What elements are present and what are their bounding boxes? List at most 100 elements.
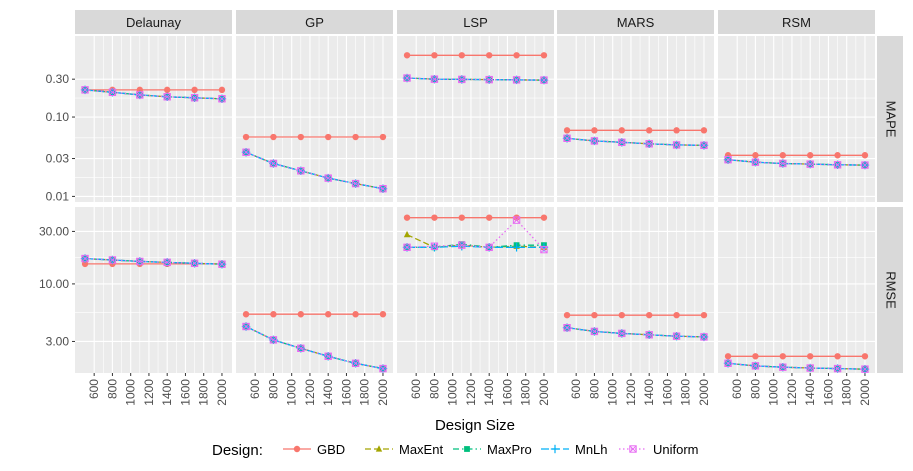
data-point-gbd [591,311,598,319]
panel-gp-rmse [241,311,388,373]
data-point-gbd [779,152,787,159]
series-line-uniform [245,325,384,370]
legend: Design: GBD MaxEnt MaxPro MnLh Uniform [212,441,699,459]
marker-stroke [513,76,521,84]
data-point-gbd [563,127,571,134]
panel-gp-mape [241,133,388,193]
data-point-uniform [242,148,250,156]
panel-lsp-rmse [402,214,549,254]
column-strip [236,10,393,34]
marker-stroke [563,324,571,332]
marker-stroke [379,185,387,193]
data-point-gbd [352,311,359,318]
data-point-gbd [403,52,411,59]
x-tick-label: 1200 [464,379,478,406]
panel-mars-mape [562,127,709,150]
data-point-gbd [618,311,626,319]
legend-label: GBD [317,442,345,457]
marker-stroke [834,161,842,169]
marker-stroke [645,140,653,148]
series-line-uniform [406,77,545,81]
legend-entry-maxent: MaxEnt [364,441,443,457]
marker-stroke [540,76,548,84]
data-point-uniform [512,76,521,84]
panel-delaunay-rmse [80,254,227,269]
data-point-uniform [430,242,439,250]
data-point-gbd [379,311,387,318]
y-tick-label: 0.03 [46,152,70,166]
marker-stroke [563,323,571,332]
data-point-uniform [806,364,814,372]
marker-stroke [242,148,250,156]
data-point-gbd [458,214,466,221]
column-strip-label: LSP [463,15,488,30]
data-point-uniform [297,344,305,352]
marker-stroke [430,75,439,83]
data-point-uniform [81,254,89,263]
panel-background [236,36,393,202]
marker-stroke [861,161,869,169]
marker-stroke [297,344,305,352]
data-point-gbd [724,353,732,360]
series-line-maxent [406,234,545,248]
data-point-uniform [351,359,360,367]
data-point-gbd [458,52,466,59]
marker-stroke [513,216,521,224]
data-point-gbd [191,86,198,94]
data-point-gbd [297,311,305,318]
data-point-gbd [700,311,708,319]
marker-stroke [700,141,708,149]
data-point-uniform [833,161,842,169]
column-strip-label: RSM [782,15,811,30]
x-tick-label: 1200 [303,379,317,406]
data-point-uniform [590,327,599,336]
y-tick-label: 10.00 [39,277,69,291]
data-point-gbd [81,260,89,268]
data-point-uniform [324,352,332,360]
column-strip-label: MARS [617,15,655,30]
marker-stroke [806,160,814,168]
data-point-uniform [269,336,278,344]
marker-stroke [136,91,144,99]
legend-label: Uniform [653,442,699,457]
series-line-uniform [727,362,866,370]
marker-stroke [403,74,411,82]
marker-stroke [218,260,226,268]
legend-entry-mnlh: MnLh [540,441,608,457]
series-line-uniform [245,151,384,190]
marker-stroke [834,365,842,373]
row-strip-label: MAPE [884,101,899,138]
x-tick-label: 1200 [785,379,799,406]
marker-stroke [861,365,869,373]
marker-stroke [351,179,360,188]
data-point-uniform [645,331,653,339]
marker-stroke [352,359,360,367]
marker-stroke [512,76,521,84]
marker-stroke [672,141,681,149]
legend-label: MaxPro [487,442,532,457]
marker-stroke [485,243,493,251]
marker-stroke [629,445,637,453]
legend-entry-maxpro: MaxPro [452,441,532,457]
data-point-uniform [458,75,466,84]
marker-stroke [81,254,89,263]
data-point-gbd [297,133,305,141]
marker-stroke [458,241,466,249]
data-point-gbd [270,311,277,318]
x-tick-label: 600 [87,379,101,399]
marker-stroke [779,159,787,168]
series-line-uniform [727,159,866,166]
marker-stroke [269,336,278,344]
data-point-gbd [752,152,759,159]
marker-stroke [673,141,681,149]
legend-key-marker [293,445,301,453]
data-point-gbd [700,127,708,134]
data-point-gbd [673,311,680,319]
data-point-gbd [673,127,680,134]
data-point-uniform [540,245,548,254]
x-tick-label: 1000 [767,379,781,406]
marker-stroke [351,359,360,367]
marker-stroke [645,331,653,339]
x-tick-label: 2000 [858,379,872,406]
marker-stroke [540,76,548,84]
